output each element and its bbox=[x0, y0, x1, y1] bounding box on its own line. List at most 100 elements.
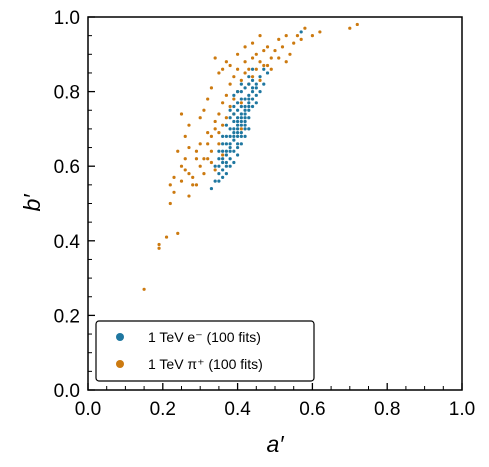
electron-point bbox=[228, 145, 232, 150]
electron-point bbox=[236, 153, 240, 157]
electron-point bbox=[236, 108, 240, 112]
electron-point bbox=[232, 149, 236, 153]
pion-point bbox=[273, 48, 277, 53]
electron-point bbox=[224, 164, 228, 168]
y-tick-label: 0.2 bbox=[54, 306, 80, 327]
pion-point bbox=[269, 56, 273, 60]
pion-point bbox=[194, 157, 199, 161]
electron-point bbox=[224, 123, 228, 127]
electron-point bbox=[250, 78, 255, 83]
pion-point bbox=[187, 194, 191, 198]
pion-point bbox=[202, 172, 206, 176]
pion-point bbox=[228, 104, 232, 109]
pion-point bbox=[243, 71, 247, 75]
electron-point bbox=[232, 134, 236, 138]
pion-point bbox=[258, 60, 262, 64]
electron-point bbox=[232, 112, 236, 116]
pion-point bbox=[191, 175, 195, 179]
electron-point bbox=[299, 30, 303, 34]
electron-point bbox=[217, 157, 221, 161]
electron-point bbox=[247, 82, 251, 86]
pion-point bbox=[168, 183, 172, 187]
y-tick-label: 0.0 bbox=[54, 381, 80, 402]
pion-point bbox=[191, 183, 195, 187]
pion-point bbox=[236, 67, 240, 71]
pion-point bbox=[258, 34, 262, 38]
pion-point bbox=[247, 67, 251, 71]
electron-point bbox=[258, 90, 262, 94]
electron-point bbox=[243, 134, 247, 138]
pion-point bbox=[213, 168, 217, 172]
electron-point bbox=[236, 123, 240, 127]
electron-point bbox=[236, 101, 240, 105]
electron-point bbox=[243, 123, 247, 127]
pion-point bbox=[183, 168, 187, 172]
electron-point bbox=[224, 142, 228, 146]
electron-point bbox=[239, 97, 243, 101]
electron-point bbox=[243, 116, 247, 120]
pion-point bbox=[224, 93, 228, 97]
pion-point bbox=[265, 45, 270, 49]
pion-point bbox=[213, 56, 217, 60]
electron-point bbox=[228, 108, 232, 112]
electron-point bbox=[236, 90, 240, 94]
electron-point bbox=[217, 179, 221, 183]
electron-point bbox=[236, 134, 240, 138]
pion-point bbox=[243, 60, 247, 64]
electron-point bbox=[239, 131, 243, 135]
pion-point bbox=[202, 157, 206, 161]
pion-point bbox=[310, 34, 314, 38]
electron-point bbox=[217, 164, 221, 168]
pion-point bbox=[209, 86, 214, 90]
pion-point bbox=[179, 179, 184, 183]
pion-point bbox=[288, 52, 292, 56]
electron-point bbox=[224, 172, 228, 176]
electron-point bbox=[228, 142, 232, 146]
electron-point bbox=[239, 123, 243, 127]
electron-point bbox=[217, 172, 221, 176]
pion-point bbox=[172, 175, 176, 179]
electron-point bbox=[239, 134, 243, 138]
electron-point bbox=[217, 149, 221, 153]
data-points bbox=[142, 22, 359, 291]
electron-point bbox=[232, 93, 236, 97]
pion-point bbox=[318, 30, 322, 34]
pion-point bbox=[262, 63, 266, 68]
electron-point bbox=[236, 127, 240, 131]
pion-point bbox=[277, 37, 281, 41]
pion-point bbox=[168, 201, 172, 206]
electron-point bbox=[239, 112, 243, 116]
electron-point bbox=[236, 119, 240, 124]
electron-point bbox=[213, 164, 217, 168]
pion-point bbox=[299, 37, 303, 41]
pion-point bbox=[217, 71, 221, 75]
electron-point bbox=[247, 108, 251, 112]
electron-point bbox=[243, 97, 247, 101]
pion-point bbox=[217, 142, 221, 146]
pion-point bbox=[176, 149, 180, 153]
x-tick-label: 0.4 bbox=[224, 399, 251, 420]
legend-label-electron: 1 TeV e⁻ (100 fits) bbox=[148, 329, 261, 345]
pion-point bbox=[224, 116, 228, 120]
pion-point bbox=[194, 149, 199, 153]
pion-point bbox=[183, 157, 187, 161]
pion-point bbox=[213, 127, 217, 131]
legend-box bbox=[95, 320, 315, 382]
y-tick-label: 0.4 bbox=[54, 232, 81, 253]
electron-point bbox=[250, 86, 255, 90]
pion-point bbox=[221, 67, 225, 71]
electron-point bbox=[243, 127, 247, 131]
pion-point bbox=[236, 52, 240, 56]
electron-point bbox=[239, 90, 243, 94]
electron-point bbox=[224, 149, 228, 153]
electron-point bbox=[250, 67, 255, 71]
pion-point bbox=[269, 67, 273, 71]
electron-point bbox=[239, 82, 243, 86]
pion-point bbox=[250, 56, 255, 60]
electron-point bbox=[224, 160, 228, 165]
x-tick-label: 0.6 bbox=[299, 399, 325, 420]
electron-point bbox=[232, 138, 236, 142]
electron-point bbox=[254, 93, 258, 97]
electron-point bbox=[254, 82, 258, 86]
pion-point bbox=[157, 246, 161, 250]
